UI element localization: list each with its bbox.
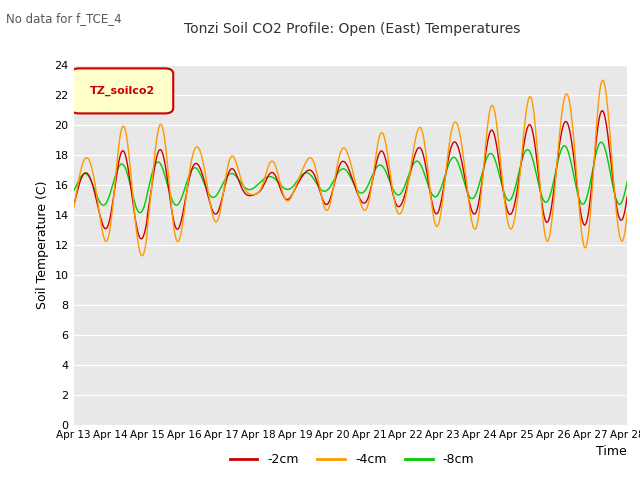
X-axis label: Time: Time bbox=[596, 445, 627, 458]
Text: Tonzi Soil CO2 Profile: Open (East) Temperatures: Tonzi Soil CO2 Profile: Open (East) Temp… bbox=[184, 22, 520, 36]
Text: TZ_soilco2: TZ_soilco2 bbox=[90, 86, 155, 96]
FancyBboxPatch shape bbox=[71, 69, 173, 113]
Y-axis label: Soil Temperature (C): Soil Temperature (C) bbox=[36, 180, 49, 309]
Legend: -2cm, -4cm, -8cm: -2cm, -4cm, -8cm bbox=[225, 448, 479, 471]
Text: No data for f_TCE_4: No data for f_TCE_4 bbox=[6, 12, 122, 25]
